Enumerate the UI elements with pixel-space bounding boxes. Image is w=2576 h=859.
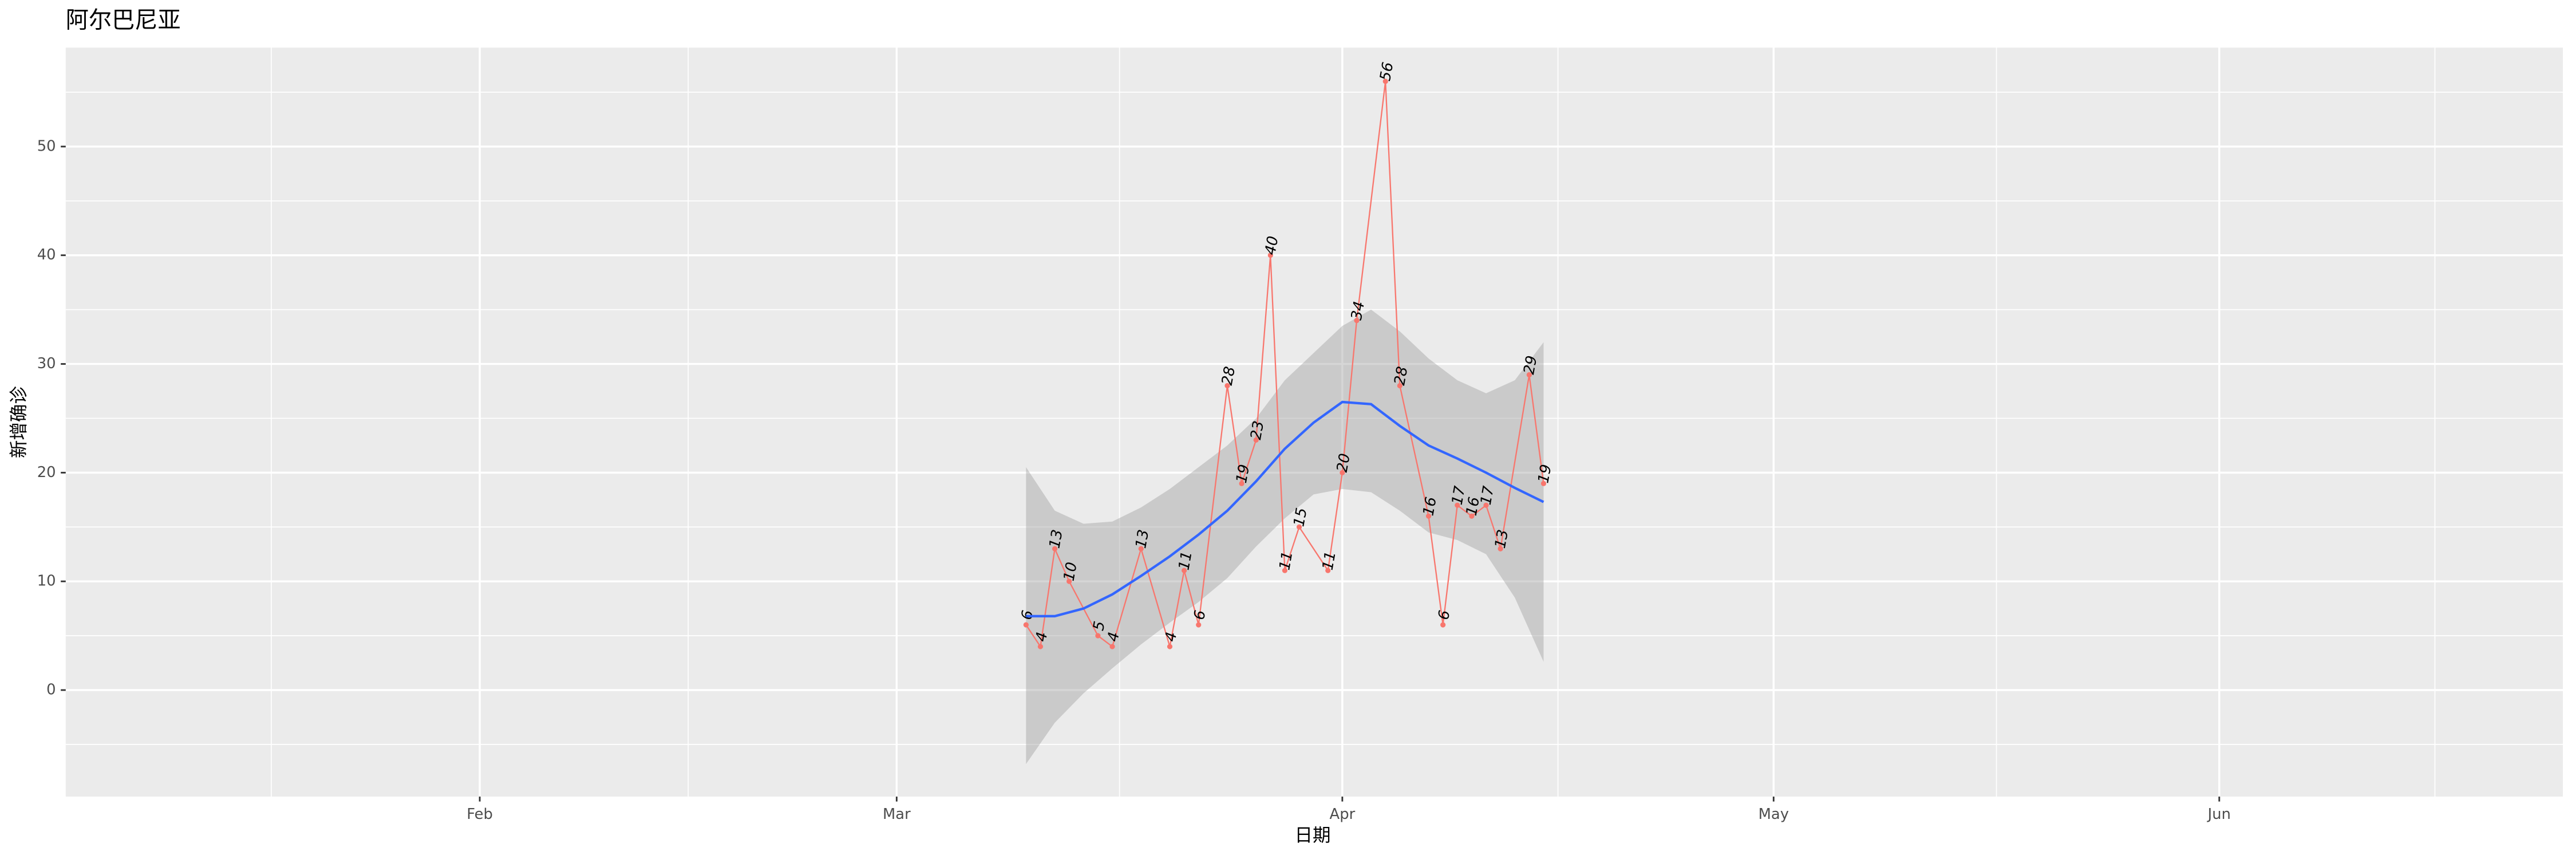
data-label: 10 (1061, 561, 1081, 582)
data-label: 34 (1348, 300, 1368, 322)
y-tick-label: 50 (37, 137, 56, 155)
data-point (1540, 480, 1547, 486)
y-axis-title: 新增确诊 (9, 386, 29, 458)
data-label: 5 (1090, 620, 1108, 632)
x-axis-title: 日期 (1294, 825, 1330, 846)
data-label: 16 (1420, 495, 1440, 517)
data-label: 4 (1162, 631, 1180, 643)
data-point (1182, 568, 1187, 573)
data-label: 11 (1319, 550, 1340, 572)
data-point (1296, 524, 1302, 530)
confidence-band (1026, 309, 1544, 765)
data-point (1282, 568, 1288, 573)
data-label: 17 (1449, 484, 1469, 506)
data-point (1354, 318, 1360, 324)
data-point (1498, 546, 1503, 551)
x-tick-label: Feb (467, 806, 493, 823)
data-point (1023, 622, 1029, 628)
data-label: 20 (1334, 452, 1354, 474)
data-label: 13 (1492, 528, 1512, 550)
data-point (1340, 470, 1345, 475)
data-label: 40 (1262, 235, 1282, 257)
data-point (1066, 578, 1072, 584)
data-label: 16 (1463, 495, 1483, 517)
data-label: 11 (1176, 550, 1196, 572)
data-label: 11 (1276, 550, 1296, 572)
data-point (1253, 437, 1259, 443)
data-point (1224, 383, 1230, 389)
smooth-line (1026, 400, 1544, 618)
data-point (1196, 622, 1202, 628)
data-label: 4 (1033, 631, 1051, 643)
data-label: 6 (1435, 609, 1453, 621)
y-tick-label: 20 (37, 464, 56, 481)
data-point (1138, 546, 1144, 551)
y-tick-label: 30 (37, 355, 56, 372)
data-label: 13 (1046, 528, 1066, 550)
data-label: 56 (1377, 61, 1397, 82)
data-point (1483, 502, 1489, 508)
data-point (1526, 372, 1532, 378)
x-tick-label: Jun (2207, 806, 2231, 823)
y-tick-label: 10 (37, 573, 56, 590)
data-point (1095, 633, 1101, 639)
data-point (1425, 513, 1432, 519)
data-point (1469, 513, 1475, 519)
data-label: 19 (1535, 463, 1555, 485)
data-point (1267, 253, 1273, 258)
x-tick-label: Mar (883, 806, 911, 823)
data-label: 23 (1247, 420, 1267, 442)
data-label: 29 (1520, 354, 1540, 376)
data-point (1325, 568, 1331, 573)
x-tick-label: May (1759, 806, 1789, 823)
data-point (1052, 546, 1058, 551)
data-label: 15 (1290, 506, 1310, 528)
data-point (1455, 502, 1460, 508)
data-point (1440, 622, 1446, 628)
data-point (1109, 644, 1115, 649)
data-label: 19 (1233, 463, 1253, 485)
data-point (1397, 383, 1402, 389)
data-point (1037, 644, 1044, 649)
y-tick-label: 40 (37, 246, 56, 263)
y-tick-label: 0 (46, 681, 56, 698)
data-point (1239, 480, 1244, 486)
data-point (1382, 78, 1388, 84)
data-label: 4 (1104, 631, 1123, 643)
data-label: 6 (1191, 609, 1209, 621)
data-label: 28 (1219, 365, 1239, 387)
data-label: 13 (1132, 528, 1152, 550)
data-label: 28 (1391, 365, 1411, 387)
data-label: 17 (1477, 484, 1498, 506)
x-tick-label: Apr (1330, 806, 1356, 823)
data-point (1167, 644, 1173, 649)
chart-title: 阿尔巴尼亚 (66, 7, 181, 33)
